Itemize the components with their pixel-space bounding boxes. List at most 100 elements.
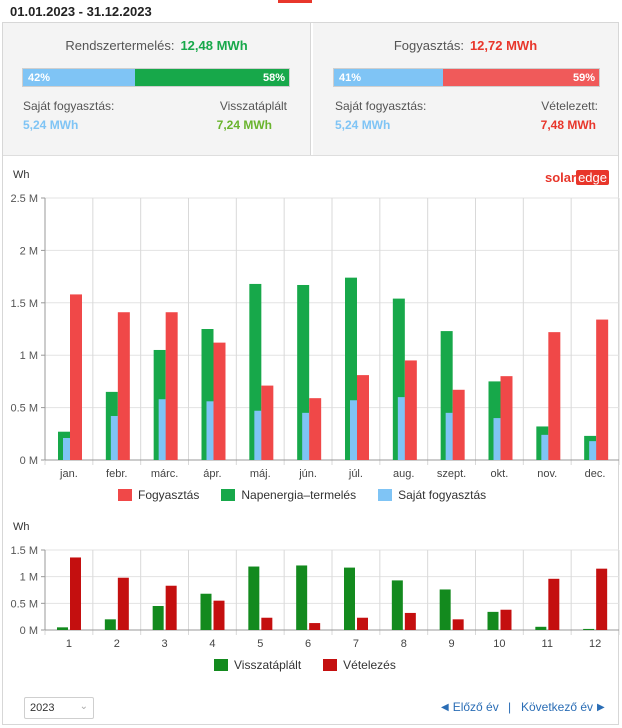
x-tick-label: nov. [537,468,557,480]
legend-item-import[interactable]: Vételezés [323,658,396,672]
production-total: 12,48 MWh [180,38,248,53]
bar-visszatáplált [583,628,595,630]
x-tick-label: 11 [542,638,553,650]
bar-vételezés [213,600,225,630]
x-tick-label: máj. [250,468,271,480]
y-tick-label: 1 M [20,350,38,362]
monthly-energy-chart: Wh 0 M 0.5 M 1 M 1.5 M 2 M 2.5 M jan. febr. márc.… [0,160,622,510]
solaredge-logo: solar edge [545,170,609,185]
bar-visszatáplált [200,593,212,630]
x-tick-label: 7 [353,638,359,650]
y-axis-title: Wh [13,521,30,533]
bar-vételezés [357,617,368,630]
x-tick-label: 4 [209,638,215,650]
x-tick-label: okt. [491,468,509,480]
legend-label-self-consumption: Saját fogyasztás [398,488,487,502]
consumption-import-value: 7,48 MWh [540,118,596,132]
consumption-total: 12,72 MWh [469,38,538,53]
bar-fogyasztás [70,294,82,460]
production-self-label: Saját fogyasztás: [23,99,115,113]
x-tick-label: márc. [151,468,179,480]
bar-vételezés [70,557,81,630]
date-range: 01.01.2023 - 31.12.2023 [10,4,152,19]
production-self-segment: 42% [23,69,135,86]
year-select[interactable]: 2023 ⌄ [24,697,94,719]
x-tick-label: szept. [437,468,466,480]
y-tick-label: 0.5 M [10,403,38,415]
bar-vételezés [261,617,273,630]
x-tick-label: júl. [348,468,363,480]
bar-fogyasztás [165,312,178,460]
bar-fogyasztás [213,342,226,460]
previous-year-label: Előző év [452,700,499,714]
consumption-self-value: 5,24 MWh [335,118,391,132]
bar-visszatáplált [57,627,68,630]
x-tick-label: jan. [59,468,78,480]
legend-item-self-consumption[interactable]: Saját fogyasztás [378,488,486,502]
bar-visszatáplált [248,566,260,630]
production-title-label: Rendszertermelés: [65,38,175,53]
bar-fogyasztás [117,312,130,460]
legend-swatch-export [214,659,228,671]
legend-label-export: Visszatáplált [234,658,302,672]
bar-fogyasztás [357,375,369,460]
bar-fogyasztás [500,376,513,460]
x-tick-label: 2 [114,638,120,650]
x-tick-label: aug. [393,468,414,480]
production-summary-panel: Rendszertermelés: 12,48 MWh 42% 58% Saját… [3,23,311,155]
bar-vételezés [452,619,464,630]
legend-swatch-self-consumption [378,489,393,501]
production-export-label: Visszatáplált [219,99,287,113]
bar-fogyasztás [309,398,322,460]
consumption-title: Fogyasztás: 12,72 MWh [313,38,618,53]
monthly-energy-chart-svg: Wh 0 M 0.5 M 1 M 1.5 M 2 M 2.5 M jan. febr. márc.… [10,169,620,480]
consumption-import-segment: 59% [442,69,599,86]
legend-label-consumption: Fogyasztás [138,488,200,502]
x-tick-label: jún. [298,468,317,480]
legend-item-export[interactable]: Visszatáplált [214,658,301,672]
monthly-chart-legend: Fogyasztás Napenergia–termelés Saját fog… [118,488,508,502]
consumption-import-label: Vételezett: [541,99,598,113]
x-tick-label: 5 [257,638,263,650]
year-select-value: 2023 [30,702,55,714]
x-tick-label: febr. [106,468,127,480]
bar-fogyasztás [261,385,274,460]
bar-visszatáplált [296,565,308,630]
production-split-bar: 42% 58% [22,68,290,87]
triangle-left-icon: ◀ [441,701,449,713]
bar-visszatáplált [487,611,499,630]
production-export-segment: 58% [134,69,289,86]
legend-swatch-consumption [118,489,132,501]
bar-vételezés [309,623,321,630]
bar-vételezés [500,609,512,630]
bar-vételezés [165,585,177,630]
x-tick-label: dec. [585,468,606,480]
legend-swatch-import [323,659,338,671]
x-tick-label: 8 [401,638,407,650]
nav-separator: | [508,700,512,714]
production-self-value: 5,24 MWh [23,118,79,132]
y-tick-label: 1.5 M [10,298,38,310]
x-tick-label: 10 [493,638,505,650]
bar-vételezés [596,568,608,630]
bar-visszatáplált [535,626,547,630]
next-year-label: Következő év [521,700,594,714]
x-tick-label: 3 [162,638,168,650]
panel-divider [3,155,618,156]
bar-saját-fogyasztás [254,410,267,460]
y-tick-label: 1 M [20,572,38,584]
y-tick-label: 2.5 M [10,193,38,205]
previous-year-link[interactable]: ◀ Előző év [441,700,499,714]
consumption-summary-panel: Fogyasztás: 12,72 MWh 41% 59% Saját fogya… [313,23,618,155]
export-import-legend: Visszatáplált Vételezés [214,658,418,672]
x-tick-label: 1 [66,638,72,650]
y-axis-title: Wh [13,169,30,181]
legend-item-consumption[interactable]: Fogyasztás [118,488,199,502]
bar-vételezés [548,578,560,630]
top-accent-bar [278,0,312,3]
next-year-link[interactable]: Következő év ▶ [521,700,605,714]
legend-item-production[interactable]: Napenergia–termelés [221,488,356,502]
legend-label-import: Vételezés [343,658,396,672]
bar-visszatáplált [152,606,164,630]
